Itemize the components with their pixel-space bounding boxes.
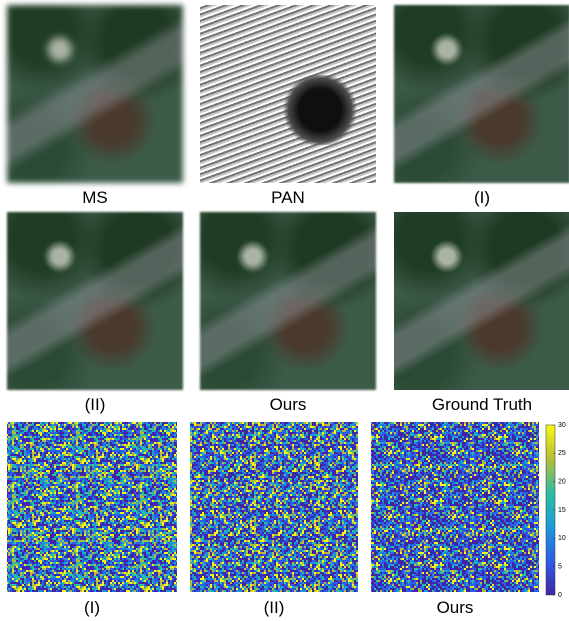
caption: (I) bbox=[394, 188, 569, 208]
error-map bbox=[371, 422, 539, 592]
image bbox=[200, 212, 376, 390]
image bbox=[394, 5, 569, 183]
figure: 0 5 10 15 20 25 30 MS PAN (I) (II) Ours Ground Trut… bbox=[0, 0, 569, 621]
image bbox=[394, 212, 569, 390]
image bbox=[7, 212, 183, 390]
colorbar-tick-label: 20 bbox=[558, 479, 566, 486]
colorbar-tick-label: 25 bbox=[558, 450, 566, 457]
colorbar-tick-label: 0 bbox=[558, 592, 562, 599]
colorbar-tick-label: 30 bbox=[558, 422, 566, 429]
image bbox=[200, 5, 376, 183]
error-map bbox=[7, 422, 177, 592]
caption: PAN bbox=[200, 188, 376, 208]
caption: Ours bbox=[371, 598, 539, 618]
caption: MS bbox=[7, 188, 183, 208]
image bbox=[7, 5, 183, 183]
caption: Ours bbox=[200, 395, 376, 415]
caption: (I) bbox=[7, 598, 177, 618]
caption: (II) bbox=[7, 395, 183, 415]
colorbar-tick-label: 5 bbox=[558, 564, 562, 571]
caption: Ground Truth bbox=[394, 395, 569, 415]
colorbar-tick-label: 10 bbox=[558, 535, 566, 542]
colorbar-tick-label: 15 bbox=[558, 507, 566, 514]
caption: (II) bbox=[190, 598, 358, 618]
error-map bbox=[190, 422, 358, 592]
